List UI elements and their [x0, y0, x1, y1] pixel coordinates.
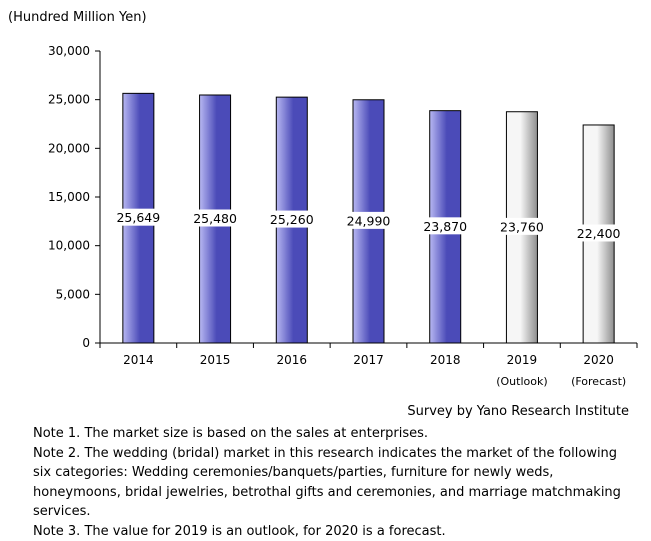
data-label: 24,990 — [347, 213, 391, 228]
x-tick-label: 2015 — [200, 353, 231, 367]
note-3: Note 3. The value for 2019 is an outlook… — [33, 522, 633, 541]
x-tick-sublabel: (Outlook) — [496, 375, 547, 388]
source-credit: Survey by Yano Research Institute — [407, 404, 629, 419]
y-tick-label: 30,000 — [48, 44, 90, 58]
x-tick-sublabel: (Forecast) — [571, 375, 626, 388]
data-label: 25,649 — [116, 210, 160, 225]
data-label: 25,480 — [193, 211, 237, 226]
y-tick-label: 0 — [82, 336, 90, 350]
x-tick-label: 2020 — [583, 353, 614, 367]
data-label: 23,760 — [500, 219, 544, 234]
note-1: Note 1. The market size is based on the … — [33, 424, 633, 444]
bar-chart: 0 5,000 10,000 15,000 20,000 25,000 30,000 25,… — [0, 0, 651, 400]
y-tick-label: 10,000 — [48, 239, 90, 253]
y-tick-label: 5,000 — [56, 287, 90, 301]
data-label: 25,260 — [270, 212, 314, 227]
y-tick-label: 20,000 — [48, 141, 90, 155]
y-tick-label: 15,000 — [48, 190, 90, 204]
x-tick-label: 2017 — [353, 353, 384, 367]
data-label: 23,870 — [423, 219, 467, 234]
x-tick-label: 2014 — [123, 353, 154, 367]
note-2: Note 2. The wedding (bridal) market in t… — [33, 444, 633, 522]
y-tick-label: 25,000 — [48, 93, 90, 107]
data-label: 22,400 — [577, 226, 621, 241]
x-tick-label: 2018 — [430, 353, 461, 367]
x-tick-label: 2016 — [277, 353, 308, 367]
notes-block: Note 1. The market size is based on the … — [33, 424, 633, 541]
x-tick-label: 2019 — [507, 353, 538, 367]
